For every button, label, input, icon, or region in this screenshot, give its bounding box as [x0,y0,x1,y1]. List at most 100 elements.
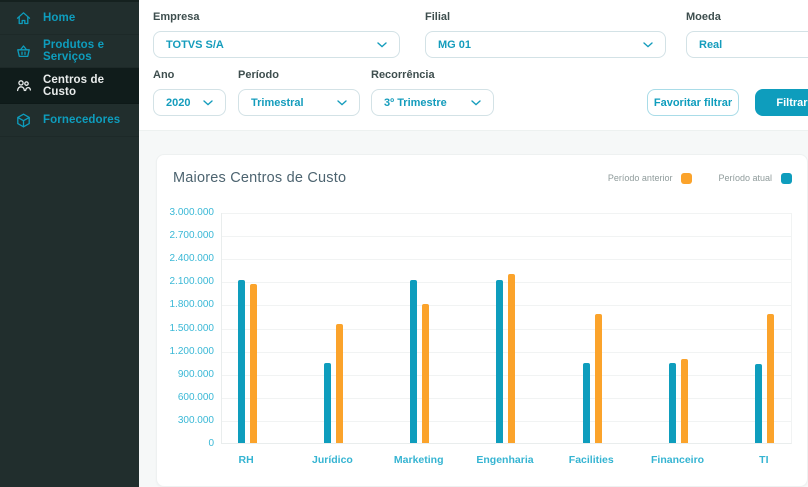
bar-chart: 3.000.000 2.700.000 2.400.000 2.100.000 1.80… [169,207,792,466]
chart-legend: Período anterior Período atual [582,172,792,184]
sidebar: Home Produtos e Serviços Centros de Custo F… [0,0,139,487]
filial-select[interactable]: MG 01 [425,31,666,58]
y-tick-label: 1.800.000 [169,299,215,311]
moeda-label: Moeda [686,11,721,23]
gridline [222,420,791,422]
y-tick-label: 2.700.000 [169,230,215,242]
filters-panel: Empresa TOTVS S/A Filial MG 01 Moeda Real Ano… [139,0,808,131]
bar-período-atual [496,279,504,443]
x-axis-label: Facilities [568,454,614,466]
moeda-select[interactable]: Real [686,31,808,58]
chart-card-header: Maiores Centros de Custo Período anterio… [173,170,792,186]
sidebar-top-divider [0,0,139,2]
bar-período-atual [237,279,245,443]
moeda-field: Moeda Real [686,11,808,58]
ano-select[interactable]: 2020 [153,89,226,116]
y-tick-label: 600.000 [177,391,214,403]
periodo-field: Período Trimestral [238,69,360,116]
bar-período-atual [410,279,418,443]
filial-label: Filial [425,11,451,23]
gridline [222,305,791,307]
gridline [222,259,791,261]
bar-período-atual [755,363,763,443]
x-axis-label: Financeiro [650,454,705,466]
ano-label: Ano [153,69,175,81]
gridline [222,328,791,330]
bar-group-engenharia [496,274,516,443]
legend-item: Período anterior [607,172,693,184]
recorrencia-select[interactable]: 3º Trimestre [371,89,494,116]
main-area: Empresa TOTVS S/A Filial MG 01 Moeda Real Ano… [139,0,808,487]
cube-icon [17,113,30,127]
bar-group-jurídico [323,324,343,443]
moeda-value: Real [699,38,723,51]
filial-field: Filial MG 01 [425,11,666,58]
gridline [222,397,791,399]
x-axis: RH Jurídico Marketing Engenharia Facilities F… [203,454,807,466]
gridline [222,236,791,238]
filter-row-1: Empresa TOTVS S/A Filial MG 01 Moeda Real [153,11,808,58]
chevron-down-icon [471,99,481,106]
y-tick-label: 300.000 [177,414,214,426]
chart-title: Maiores Centros de Custo [173,170,347,186]
gridline [222,213,791,214]
legend-item: Período atual [718,172,792,184]
y-tick-label: 1.200.000 [169,345,215,357]
bar-group-financeiro [669,359,689,443]
x-axis-label: TI [759,454,769,466]
recorrencia-field: Recorrência 3º Trimestre [371,69,494,116]
recorrencia-label: Recorrência [371,69,435,81]
sidebar-item-home[interactable]: Home [0,2,139,35]
periodo-select[interactable]: Trimestral [238,89,360,116]
chevron-down-icon [377,41,387,48]
empresa-field: Empresa TOTVS S/A [153,11,400,58]
apply-filter-button[interactable]: Filtrar [755,89,808,116]
x-axis-label: Jurídico [312,454,353,466]
plot-column: RH Jurídico Marketing Engenharia Facilities F… [221,213,792,466]
sidebar-item-fornecedores[interactable]: Fornecedores [0,104,139,137]
bar-período-anterior [681,359,689,443]
chevron-down-icon [337,99,347,106]
bar-group-ti [755,313,775,443]
filter-row-2: Ano 2020 Período Trimestral Recorrência 3º Tr… [153,69,808,116]
bar-período-anterior [335,324,343,443]
sidebar-item-label: Produtos e Serviços [43,39,105,63]
recorrencia-value: 3º Trimestre [384,96,447,109]
gridline [222,282,791,284]
sidebar-item-produtos-e-servicos[interactable]: Produtos e Serviços [0,35,139,68]
content-area: Maiores Centros de Custo Período anterio… [139,131,808,487]
y-tick-label: 1.500.000 [169,322,215,334]
empresa-label: Empresa [153,11,200,23]
bar-período-anterior [508,274,516,443]
bar-group-facilities [582,313,602,443]
x-axis-label: Marketing [393,454,444,466]
periodo-label: Período [238,69,279,81]
favorite-filter-button[interactable]: Favoritar filtrar [647,89,739,116]
y-tick-label: 2.100.000 [169,276,215,288]
empresa-select[interactable]: TOTVS S/A [153,31,400,58]
x-axis-label: Engenharia [476,454,534,466]
filter-buttons: Favoritar filtrar Filtrar [647,89,808,116]
bar-período-anterior [767,313,775,443]
chevron-down-icon [643,41,653,48]
chart-card: Maiores Centros de Custo Período anterio… [156,154,808,487]
legend-swatch [781,172,792,184]
home-icon [16,11,31,24]
sidebar-item-label: Fornecedores [43,114,121,126]
gridline [222,374,791,376]
bar-período-anterior [249,284,257,443]
y-tick-label: 3.000.000 [169,207,215,218]
chevron-down-icon [203,99,213,106]
bar-período-anterior [594,313,602,443]
plot-area [221,213,792,444]
ano-field: Ano 2020 [153,69,226,116]
people-icon [16,80,32,92]
bar-período-atual [582,362,590,443]
sidebar-item-centros-de-custo[interactable]: Centros de Custo [0,68,139,104]
gridline [222,351,791,353]
y-tick-label: 900.000 [177,368,214,380]
y-tick-label: 2.400.000 [169,253,215,265]
y-axis: 3.000.000 2.700.000 2.400.000 2.100.000 1.80… [169,207,221,449]
legend-label: Período anterior [607,173,673,183]
empresa-value: TOTVS S/A [166,38,224,51]
